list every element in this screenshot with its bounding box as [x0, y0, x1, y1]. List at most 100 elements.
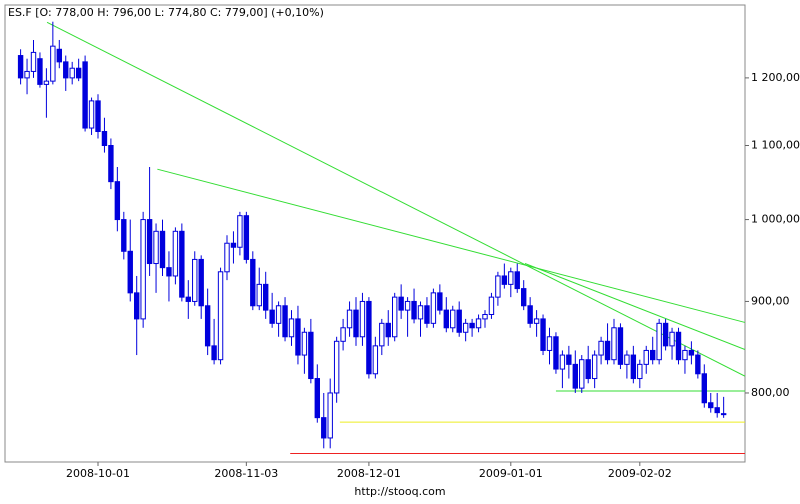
- candle-body: [591, 354, 598, 380]
- candle-body: [179, 230, 185, 298]
- candle-body: [263, 283, 269, 311]
- candle-body: [585, 359, 591, 380]
- candle-body: [579, 359, 585, 389]
- candle-body: [256, 283, 262, 307]
- candle-body: [269, 309, 275, 324]
- candle-body: [572, 363, 578, 389]
- candle-body: [540, 318, 546, 351]
- y-tick-label: 1 100,00: [751, 139, 800, 152]
- candle-body: [275, 305, 282, 324]
- candle-body: [682, 349, 688, 361]
- candle-body: [475, 318, 482, 329]
- candle-body: [185, 296, 192, 302]
- y-tick-label: 1 000,00: [751, 213, 800, 226]
- candle-body: [450, 309, 456, 329]
- candle-body: [385, 322, 391, 338]
- trend-line: [524, 263, 745, 350]
- y-tick-label: 1 200,00: [751, 71, 800, 84]
- candle-body: [379, 322, 385, 347]
- footer: http://stooq.com: [354, 485, 445, 498]
- candle-body: [650, 349, 656, 361]
- candle-body: [533, 318, 540, 324]
- candle-body: [166, 267, 172, 277]
- plot-frame: [4, 4, 746, 463]
- candle-body: [662, 322, 669, 347]
- candle-body: [708, 402, 714, 409]
- candle-body: [217, 271, 224, 361]
- candle-body: [495, 275, 501, 298]
- candle-body: [114, 181, 121, 221]
- chart-title: ES.F [O: 778,00 H: 796,00 L: 774,80 C: 7…: [8, 6, 324, 19]
- candle-body: [63, 61, 69, 79]
- candle-body: [237, 215, 243, 248]
- candle-body: [559, 354, 566, 370]
- candle-body: [398, 296, 404, 311]
- candle-body: [95, 100, 101, 133]
- candle-body: [333, 340, 340, 394]
- y-tick-label: 900,00: [751, 294, 790, 307]
- plot-area: [17, 21, 745, 455]
- candle-body: [611, 327, 617, 361]
- candle-body: [482, 314, 488, 320]
- candle-body: [417, 305, 424, 320]
- candle-body: [521, 288, 527, 307]
- candle-body: [617, 327, 624, 365]
- candle-body: [695, 354, 701, 375]
- candle-body: [501, 275, 508, 285]
- candle-body: [643, 349, 649, 365]
- candle-body: [192, 258, 198, 302]
- y-tick-label: 800,00: [751, 386, 790, 399]
- candle-body: [720, 413, 727, 416]
- candle-body: [372, 345, 379, 375]
- x-tick-label: 2009-01-01: [479, 467, 543, 480]
- candle-body: [566, 354, 572, 365]
- candle-body: [656, 322, 662, 361]
- candle-body: [346, 309, 353, 329]
- candle-body: [153, 230, 159, 265]
- candle-body: [30, 51, 37, 72]
- candle-body: [624, 354, 630, 365]
- candle-body: [37, 58, 43, 85]
- candle-body: [159, 230, 166, 269]
- candle-body: [172, 230, 179, 277]
- candle-body: [230, 242, 237, 248]
- candle-body: [108, 145, 114, 183]
- candle-body: [488, 296, 495, 316]
- candle-body: [598, 340, 604, 356]
- candle-body: [198, 258, 204, 307]
- candle-body: [140, 219, 146, 320]
- candle-body: [456, 309, 462, 333]
- trend-line: [157, 168, 745, 323]
- candle-body: [669, 331, 675, 347]
- candle-body: [701, 373, 707, 404]
- candle-body: [508, 271, 514, 285]
- candle-body: [282, 305, 288, 338]
- candle-body: [224, 242, 230, 273]
- candle-body: [546, 336, 553, 351]
- candle-body: [359, 300, 366, 338]
- candle-body: [443, 309, 450, 329]
- candle-body: [604, 340, 611, 361]
- candle-body: [675, 331, 682, 361]
- x-tick-label: 2008-12-01: [337, 467, 401, 480]
- candle-body: [211, 345, 217, 361]
- candle-body: [469, 322, 475, 329]
- candle-body: [301, 331, 308, 356]
- candle-body: [424, 305, 430, 324]
- x-tick-label: 2008-11-03: [214, 467, 278, 480]
- x-tick-label: 2009-02-02: [608, 467, 672, 480]
- candle-body: [714, 407, 720, 414]
- candle-body: [250, 258, 256, 307]
- candle-body: [404, 300, 411, 311]
- candle-body: [327, 392, 333, 439]
- candle-body: [637, 363, 643, 380]
- candle-body: [121, 219, 127, 252]
- trend-line: [46, 21, 745, 377]
- candle-body: [43, 80, 50, 85]
- candle-body: [134, 292, 140, 320]
- candle-body: [630, 354, 637, 380]
- candle-body: [437, 292, 443, 311]
- candle-body: [75, 67, 82, 79]
